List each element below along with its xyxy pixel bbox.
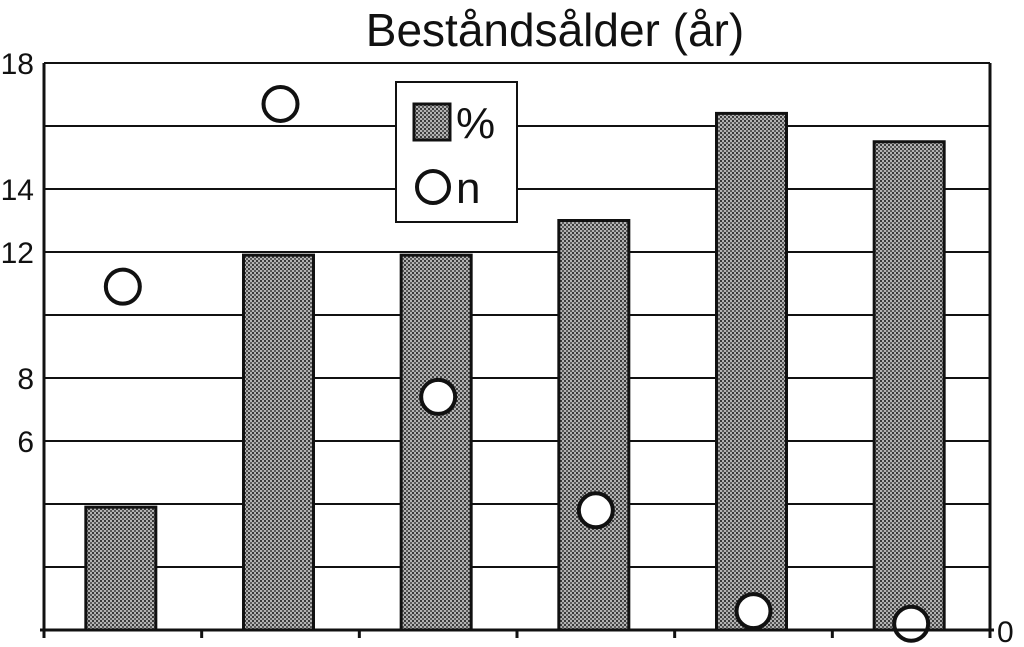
bar xyxy=(399,253,473,632)
ticks-layer: 18 14 12 8 6 0 xyxy=(1,48,1014,647)
bar xyxy=(872,140,946,632)
y-tick-label: 6 xyxy=(17,426,34,459)
data-point xyxy=(261,84,300,123)
right-axis-label: 0 xyxy=(997,616,1014,647)
y-tick-label: 8 xyxy=(17,363,34,396)
y-tick-label: 12 xyxy=(1,237,34,270)
data-point xyxy=(892,604,931,643)
data-point xyxy=(419,377,458,416)
legend-label-percent: % xyxy=(456,99,495,148)
legend-swatch-point xyxy=(415,169,451,205)
bar xyxy=(557,219,631,632)
data-point xyxy=(576,491,615,530)
data-point xyxy=(734,592,773,631)
bar xyxy=(84,505,158,632)
bar xyxy=(715,111,788,632)
chart-title: Beståndsålder (år) xyxy=(366,4,744,56)
legend: % n xyxy=(395,81,518,223)
bar xyxy=(242,253,315,632)
legend-label-n: n xyxy=(456,164,480,213)
y-tick-label: 14 xyxy=(1,174,34,207)
legend-swatch-bar xyxy=(412,102,452,142)
data-point xyxy=(103,267,142,306)
axis-layer xyxy=(40,62,994,638)
points-layer xyxy=(103,84,931,643)
y-tick-label: 18 xyxy=(1,48,34,81)
bars-layer xyxy=(84,111,946,632)
